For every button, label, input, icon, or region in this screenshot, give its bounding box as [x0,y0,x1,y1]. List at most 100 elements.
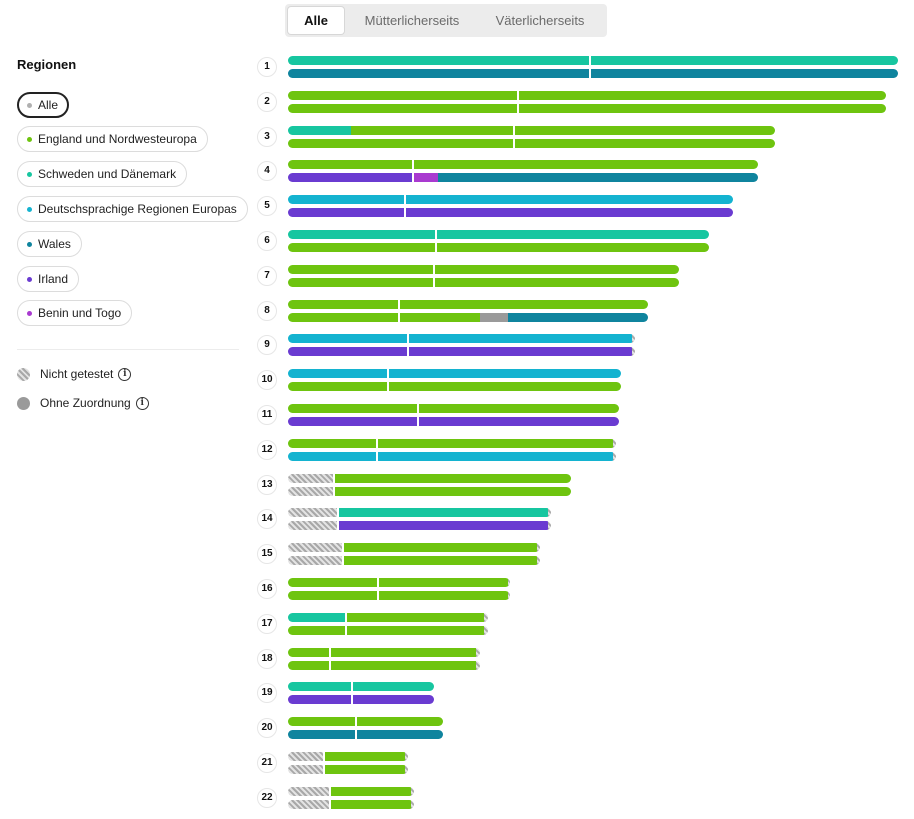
region-chip-sweden-denmark[interactable]: Schweden und Dänemark [17,161,188,187]
chromosome-segment [288,660,476,670]
chromosome-11-upper-bar[interactable] [288,404,619,413]
info-icon[interactable]: i [118,367,132,381]
chromosome-segment [632,347,635,357]
chromosome-segment [288,369,621,379]
chromosome-segment [324,765,405,774]
chromosome-17-lower-bar[interactable] [288,625,488,635]
chromosome-12-lower-bar[interactable] [288,451,616,461]
chromosome-segment [405,752,408,761]
chromosome-14-lower-bar[interactable] [288,521,551,531]
chromosome-6-lower-bar[interactable] [288,243,709,252]
region-chip-german-speaking[interactable]: Deutschsprachige Regionen Europas [17,196,248,222]
chromosome-20-upper-bar[interactable] [288,717,443,727]
info-icon[interactable]: i [135,396,149,410]
chromosome-segment [484,612,488,622]
chromosome-2-lower-bar[interactable] [288,103,886,113]
region-chip-ireland[interactable]: Irland [17,266,80,292]
centromere-marker [404,208,406,218]
chromosome-segment [288,625,484,635]
chromosome-13-upper-bar[interactable] [288,473,571,483]
chromosome-22-upper-bar[interactable] [288,786,414,796]
chromosome-21-upper-bar[interactable] [288,752,408,761]
centromere-marker [355,730,357,740]
chromosome-1-upper-bar[interactable] [288,56,898,65]
chromosome-segment [288,56,898,65]
chromosome-6-upper-bar[interactable] [288,230,709,239]
chromosome-12-upper-bar[interactable] [288,438,616,448]
chromosome-7-upper-bar[interactable] [288,264,679,274]
chromosome-21-lower-bar[interactable] [288,765,408,774]
chromosome-5-upper-bar[interactable] [288,195,733,205]
chromosome-15-lower-bar[interactable] [288,556,540,566]
chromosome-9-upper-bar[interactable] [288,334,635,344]
chromosome-22-lower-bar[interactable] [288,799,414,809]
chromosome-segment [288,438,613,448]
centromere-marker [355,717,357,727]
chromosome-number: 1 [257,57,277,77]
chromosome-5-lower-bar[interactable] [288,208,733,218]
chromosome-9-lower-bar[interactable] [288,347,635,357]
region-chip-wales[interactable]: Wales [17,231,82,257]
region-chip-label: Wales [38,237,71,251]
region-chip-all[interactable]: Alle [17,92,70,118]
grey-circle-icon [17,396,30,410]
chromosome-segment [411,799,414,809]
region-chip-benin-togo[interactable]: Benin und Togo [17,300,133,326]
chromosome-8-upper-bar[interactable] [288,299,648,309]
chromosome-18-lower-bar[interactable] [288,660,480,670]
centromere-marker [351,682,353,692]
chromosome-10-lower-bar[interactable] [288,382,621,392]
chromosome-number: 21 [257,753,277,773]
chromosome-segment [288,138,775,148]
chromosome-segment [288,752,324,761]
chromosome-19-lower-bar[interactable] [288,695,434,705]
region-chip-england-nw-europe[interactable]: England und Nordwesteuropa [17,126,208,152]
chromosome-7-lower-bar[interactable] [288,277,679,287]
chromosome-11-lower-bar[interactable] [288,417,619,426]
centromere-marker [337,521,339,531]
tab-all[interactable]: Alle [288,7,344,34]
centromere-marker [513,125,515,135]
chromosome-17-upper-bar[interactable] [288,612,488,622]
chromosome-segment [346,612,484,622]
tab-paternal[interactable]: Väterlicherseits [495,13,585,28]
chromosome-segment [288,682,434,692]
chromosome-4-lower-bar[interactable] [288,173,758,183]
sidebar-divider [17,349,239,350]
centromere-marker [404,195,406,205]
centromere-marker [589,69,591,78]
centromere-marker [333,473,335,483]
chromosome-segment [324,752,405,761]
chromosome-8-lower-bar[interactable] [288,312,648,322]
chromosome-segment [338,508,548,518]
chromosome-segment [548,521,551,531]
chromosome-14-upper-bar[interactable] [288,508,551,518]
chromosome-2-upper-bar[interactable] [288,90,886,100]
chromosome-segment [288,243,709,252]
tab-maternal[interactable]: Mütterlicherseits [364,13,460,28]
chromosome-13-lower-bar[interactable] [288,486,571,496]
region-dot-icon [27,102,32,108]
chromosome-1-lower-bar[interactable] [288,69,898,78]
chromosome-16-lower-bar[interactable] [288,591,510,600]
chromosome-16-upper-bar[interactable] [288,578,510,587]
legend-label: Ohne Zuordnung [40,396,131,410]
chromosome-segment [537,556,540,566]
chromosome-19-upper-bar[interactable] [288,682,434,692]
chromosome-segment [288,508,338,518]
chromosome-segment [288,647,476,657]
chromosome-segment [351,125,775,135]
chromosome-18-upper-bar[interactable] [288,647,480,657]
chromosome-20-lower-bar[interactable] [288,730,443,740]
chromosome-segment [288,230,709,239]
centromere-marker [398,312,400,322]
chromosome-4-upper-bar[interactable] [288,160,758,170]
chromosome-15-upper-bar[interactable] [288,543,540,553]
centromere-marker [433,277,435,287]
centromere-marker [417,404,419,413]
chromosome-3-lower-bar[interactable] [288,138,775,148]
chromosome-number: 2 [257,91,277,112]
chromosome-3-upper-bar[interactable] [288,125,775,135]
chromosome-10-upper-bar[interactable] [288,369,621,379]
chromosome-segment [288,195,733,205]
